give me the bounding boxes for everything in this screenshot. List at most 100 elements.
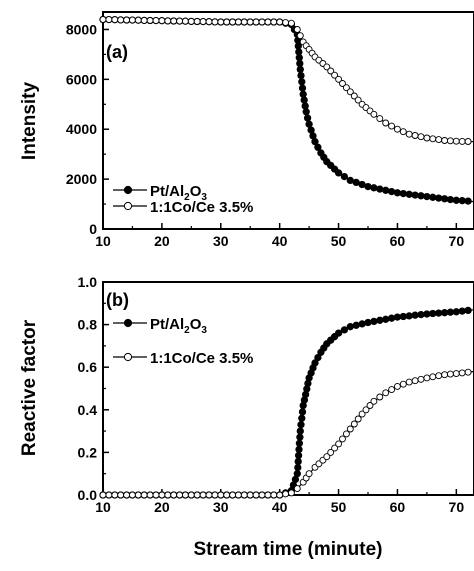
data-point <box>299 90 307 98</box>
data-point <box>340 326 349 334</box>
data-point <box>223 18 231 26</box>
data-point <box>205 491 213 499</box>
data-point <box>446 195 455 204</box>
data-point <box>399 128 407 136</box>
data-point <box>187 17 195 25</box>
data-point <box>342 430 350 438</box>
data-point <box>99 16 107 23</box>
y-tick-label: 8000 <box>66 21 97 37</box>
data-point <box>270 491 278 499</box>
data-point <box>229 18 237 26</box>
data-point <box>128 16 136 24</box>
data-point <box>417 133 425 141</box>
x-tick-label: 20 <box>154 499 170 515</box>
legend-label-pt-b-sub1: 2 <box>184 325 190 336</box>
data-point <box>170 491 178 499</box>
data-point <box>164 491 172 499</box>
data-point <box>187 491 195 499</box>
data-point <box>240 18 248 26</box>
y-tick-label: 2000 <box>66 171 97 187</box>
data-point <box>111 491 119 499</box>
series-line-1 <box>103 370 474 496</box>
data-point <box>176 491 184 499</box>
data-point <box>399 189 407 198</box>
data-point <box>298 408 307 416</box>
legend-item-pt-b: Pt/Al2O3 <box>113 316 207 336</box>
legend-label-pt-sub2: 3 <box>201 192 207 203</box>
data-point <box>323 453 331 461</box>
data-point <box>370 317 378 326</box>
legend-marker-open-b <box>123 352 133 362</box>
data-point <box>258 491 266 499</box>
data-point <box>399 380 407 388</box>
panel-b-y-axis-title: Reactive factor <box>19 319 40 456</box>
data-point <box>246 18 254 26</box>
data-point <box>405 312 413 320</box>
data-point <box>134 491 142 499</box>
data-point <box>105 491 113 499</box>
legend-label-pt-b-main: Pt/Al <box>150 316 184 333</box>
data-point <box>376 393 384 401</box>
data-point <box>223 491 231 499</box>
data-point <box>301 102 309 110</box>
data-point <box>294 457 302 466</box>
data-point <box>298 84 307 92</box>
data-point <box>423 134 431 142</box>
data-point <box>170 17 178 25</box>
data-point <box>199 18 207 26</box>
data-point <box>458 197 466 205</box>
data-point <box>346 88 354 96</box>
x-axis-title: Stream time (minute) <box>194 539 383 560</box>
legend-item-pt: Pt/Al2O3 <box>113 183 207 203</box>
data-point <box>352 321 360 329</box>
panel-b-label: (b) <box>106 290 129 310</box>
data-point <box>217 18 225 26</box>
data-point <box>354 96 362 104</box>
data-point <box>229 491 237 499</box>
panel-a-y-axis: 0 2000 4000 6000 8000 <box>66 21 109 237</box>
data-point <box>252 18 260 26</box>
panel-a-x-axis: 10 20 30 40 50 60 70 <box>95 223 464 249</box>
data-point <box>205 18 213 26</box>
data-point <box>339 435 346 443</box>
data-point <box>152 17 160 25</box>
legend-label-coce-b: 1:1Co/Ce 3.5% <box>150 350 253 367</box>
data-point <box>158 17 166 25</box>
legend-label-pt-b-mid: O <box>190 316 202 333</box>
data-point <box>376 115 384 123</box>
data-point <box>146 17 154 24</box>
x-tick-label: 40 <box>272 499 288 515</box>
data-point <box>297 421 305 429</box>
data-point <box>435 309 443 317</box>
data-point <box>411 377 419 385</box>
data-point <box>305 120 313 128</box>
x-tick-label: 50 <box>331 499 347 515</box>
data-point <box>452 137 460 145</box>
panel-b-legend: Pt/Al2O3 1:1Co/Ce 3.5% <box>113 316 253 367</box>
legend-label-pt-b: Pt/Al2O3 <box>150 316 207 336</box>
panel-a-legend: Pt/Al2O3 1:1Co/Ce 3.5% <box>113 183 253 216</box>
data-point <box>358 320 366 328</box>
data-point <box>287 19 295 27</box>
data-point <box>346 323 354 331</box>
data-point <box>464 138 472 145</box>
panel-b-series <box>99 306 474 499</box>
data-point <box>441 137 449 144</box>
data-point <box>370 184 378 192</box>
data-point <box>441 371 449 379</box>
data-point <box>327 67 335 75</box>
panel-a-series <box>99 15 474 205</box>
data-point <box>376 185 384 193</box>
data-point <box>362 406 370 414</box>
data-point <box>417 192 425 200</box>
data-point <box>435 194 443 202</box>
data-point <box>282 490 290 498</box>
data-point <box>364 182 372 191</box>
x-tick-label: 70 <box>449 233 465 249</box>
data-point <box>270 18 278 26</box>
data-point <box>350 92 358 100</box>
data-point <box>370 397 378 405</box>
data-point <box>458 307 466 315</box>
data-point <box>240 491 248 499</box>
